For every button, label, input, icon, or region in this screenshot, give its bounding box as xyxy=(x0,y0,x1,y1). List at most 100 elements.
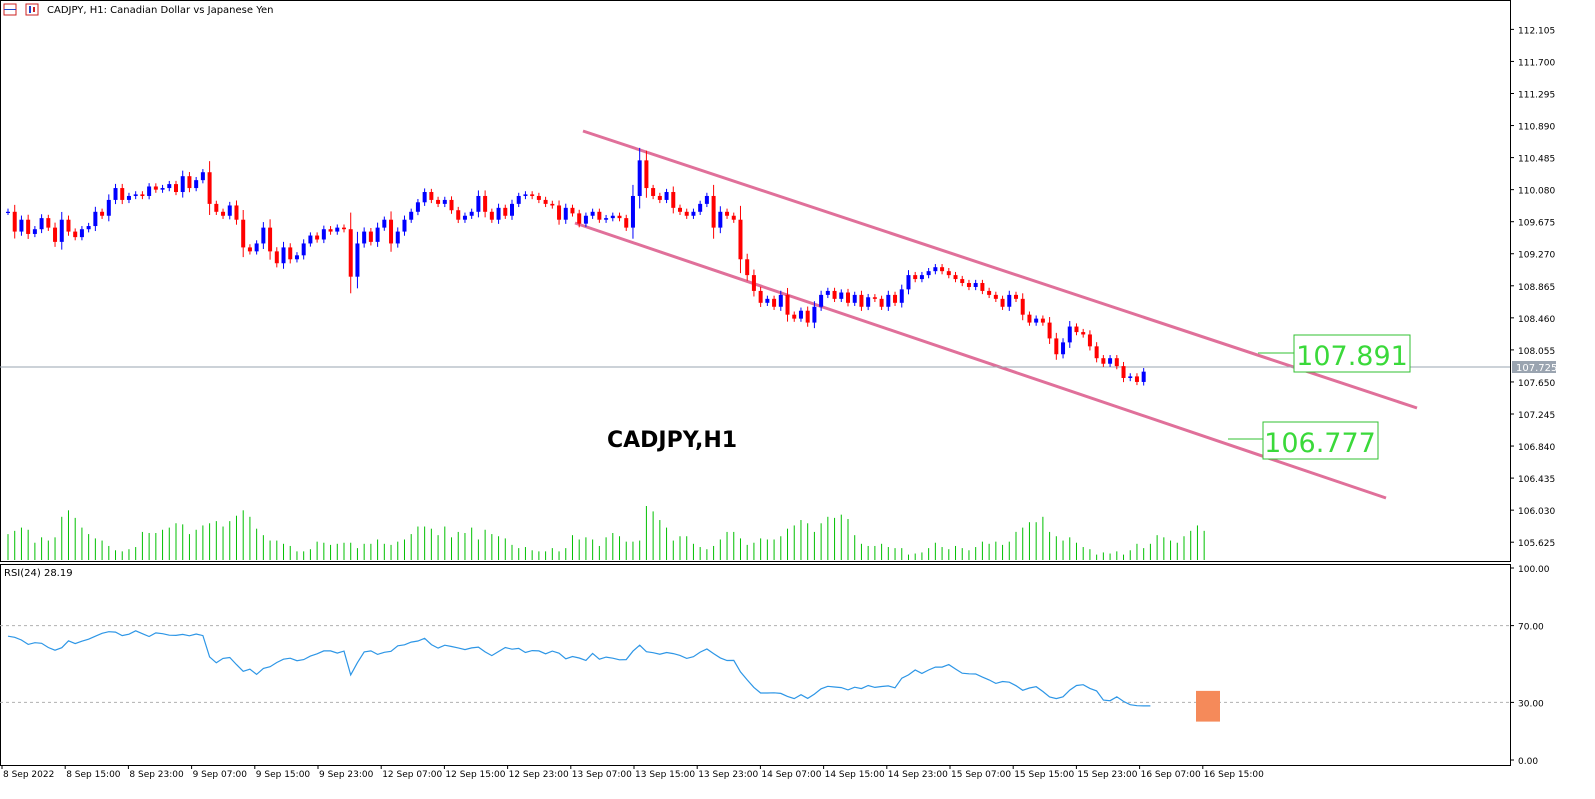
candle xyxy=(288,243,293,264)
candle xyxy=(301,239,306,260)
candle xyxy=(194,176,199,192)
time-tick-label: 16 Sep 07:00 xyxy=(1141,770,1201,780)
price-tick-label: 110.485 xyxy=(1518,155,1555,165)
candle xyxy=(919,271,924,283)
candle xyxy=(415,198,420,216)
price-tick-label: 111.295 xyxy=(1518,90,1555,100)
price-tick-label: 112.105 xyxy=(1518,26,1555,36)
candle xyxy=(839,289,844,303)
candle xyxy=(59,211,64,250)
symbol-watermark: CADJPY,H1 xyxy=(607,428,737,453)
candle xyxy=(671,186,676,214)
candle xyxy=(46,214,51,231)
time-tick-label: 9 Sep 07:00 xyxy=(193,770,248,780)
candle xyxy=(973,279,978,291)
candle xyxy=(1141,368,1146,386)
candle xyxy=(765,295,770,306)
price-tick-label: 108.865 xyxy=(1518,283,1555,293)
candle xyxy=(832,287,837,303)
price-tick-label: 105.625 xyxy=(1518,539,1555,549)
rsi-tick-label: 0.00 xyxy=(1518,757,1538,767)
candle xyxy=(153,183,158,193)
candle xyxy=(342,224,346,233)
candle xyxy=(402,215,407,236)
candle xyxy=(100,208,105,219)
candle xyxy=(543,196,548,208)
candle xyxy=(893,291,898,306)
time-tick-label: 14 Sep 23:00 xyxy=(888,770,948,780)
candle xyxy=(147,183,152,200)
candle xyxy=(678,204,682,215)
candle xyxy=(886,290,891,311)
time-tick-label: 9 Sep 15:00 xyxy=(256,770,311,780)
candle xyxy=(1101,355,1106,367)
candle xyxy=(268,219,273,260)
candle xyxy=(987,287,992,299)
time-tick-label: 14 Sep 07:00 xyxy=(761,770,821,780)
candle xyxy=(980,279,985,295)
candle xyxy=(718,206,723,234)
candle xyxy=(617,212,622,222)
time-tick-label: 15 Sep 15:00 xyxy=(1014,770,1074,780)
candle xyxy=(691,208,696,219)
candle xyxy=(866,293,871,311)
candle xyxy=(583,212,588,227)
candle xyxy=(281,241,286,269)
candle xyxy=(852,291,857,306)
candle xyxy=(1121,361,1126,383)
candle xyxy=(86,222,91,233)
time-tick-label: 13 Sep 07:00 xyxy=(572,770,632,780)
chart-candles-icon[interactable] xyxy=(25,3,39,16)
candle xyxy=(933,264,938,275)
candle xyxy=(570,204,575,217)
rsi-axis: 100.00 70.00 30.00 0.00 xyxy=(1510,565,1550,767)
time-tick-label: 8 Sep 15:00 xyxy=(66,770,121,780)
candle xyxy=(1034,315,1039,326)
price-tick-label: 109.675 xyxy=(1518,219,1555,229)
time-tick-label: 12 Sep 15:00 xyxy=(445,770,505,780)
candle xyxy=(590,208,595,219)
rsi-levels xyxy=(0,625,1510,703)
candle xyxy=(563,203,568,224)
candle xyxy=(953,271,958,283)
candle xyxy=(879,295,884,310)
candle xyxy=(328,226,333,235)
candle xyxy=(79,226,84,241)
rsi-tick-label: 70.00 xyxy=(1518,623,1544,633)
candle xyxy=(469,208,474,219)
candle xyxy=(1128,373,1133,382)
channel-lines xyxy=(574,129,1418,500)
price-tick-label: 106.840 xyxy=(1518,443,1555,453)
time-tick-label: 13 Sep 15:00 xyxy=(635,770,695,780)
candle xyxy=(926,267,931,279)
candle xyxy=(825,287,830,299)
candle xyxy=(382,216,387,231)
candle xyxy=(550,200,555,209)
candle xyxy=(200,169,205,184)
candle xyxy=(355,231,360,289)
candle xyxy=(516,192,521,208)
candle xyxy=(167,180,172,192)
rsi-label: RSI(24) 28.19 xyxy=(4,568,73,579)
candle xyxy=(1061,338,1066,359)
candle xyxy=(53,222,58,247)
candle xyxy=(872,294,877,303)
candle xyxy=(496,203,501,224)
candle xyxy=(751,269,756,297)
candle xyxy=(294,252,299,263)
candle xyxy=(120,183,125,205)
candle xyxy=(395,227,400,248)
time-tick-label: 15 Sep 07:00 xyxy=(951,770,1011,780)
candle xyxy=(180,170,185,198)
candle xyxy=(106,194,111,222)
candle xyxy=(1094,342,1099,363)
rsi-line xyxy=(7,630,1151,707)
candle xyxy=(536,192,541,204)
candle xyxy=(805,306,810,327)
time-tick-label: 8 Sep 23:00 xyxy=(129,770,184,780)
candle xyxy=(731,212,736,223)
candle xyxy=(429,188,434,204)
current-price-tag: 107.725 xyxy=(1512,361,1557,374)
candle xyxy=(846,288,850,307)
